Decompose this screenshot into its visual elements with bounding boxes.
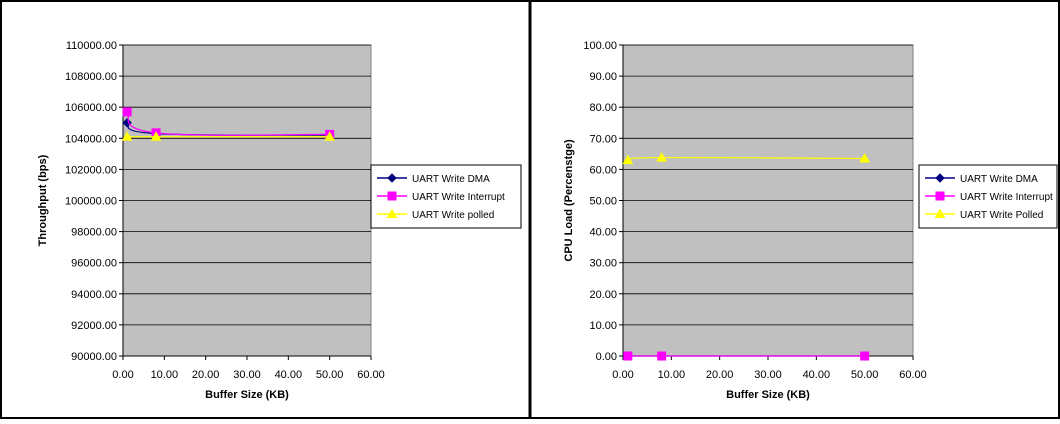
y-tick-label: 96000.00 xyxy=(71,258,117,270)
y-tick-label: 30.00 xyxy=(589,258,617,270)
y-tick-label: 98000.00 xyxy=(71,227,117,239)
y-tick-label: 70.00 xyxy=(589,133,617,145)
x-axis-title: Buffer Size (KB) xyxy=(726,389,810,401)
throughput-chart-panel: 90000.00 92000.00 94000.00 96000.00 98000.00… xyxy=(0,0,528,419)
data-point xyxy=(657,351,667,361)
x-tick-label: 0.00 xyxy=(612,369,633,381)
x-tick-label: 60.00 xyxy=(357,369,385,381)
y-tick-label: 106000.00 xyxy=(65,102,117,114)
y-axis-title: CPU Load (Percenstge) xyxy=(563,139,575,262)
cpu-load-chart: 0.00 10.00 20.00 30.00 40.00 50.00 60.00 70.00 8… xyxy=(563,40,1058,401)
cpu-load-chart-panel: 0.00 10.00 20.00 30.00 40.00 50.00 60.00 70.00 8… xyxy=(532,0,1060,419)
legend-label: UART Write DMA xyxy=(412,174,490,185)
data-point xyxy=(860,351,870,361)
x-tick-label: 50.00 xyxy=(851,369,879,381)
data-point xyxy=(623,351,633,361)
y-tick-label: 108000.00 xyxy=(65,71,117,83)
y-tick-label: 90000.00 xyxy=(71,351,117,363)
y-tick-label: 100.00 xyxy=(583,40,617,52)
legend-label: UART Write DMA xyxy=(960,174,1038,185)
x-tick-label: 10.00 xyxy=(658,369,686,381)
data-point xyxy=(122,107,132,117)
y-tick-label: 102000.00 xyxy=(65,164,117,176)
y-tick-label: 92000.00 xyxy=(71,320,117,332)
legend-label: UART Write Interrupt xyxy=(412,192,505,203)
legend-label: UART Write polled xyxy=(412,210,494,221)
x-tick-label: 30.00 xyxy=(233,369,261,381)
x-tick-label: 10.00 xyxy=(151,369,179,381)
x-tick-label: 0.00 xyxy=(112,369,133,381)
y-tick-label: 100000.00 xyxy=(65,196,117,208)
x-tick-label: 20.00 xyxy=(706,369,734,381)
y-tick-label: 104000.00 xyxy=(65,133,117,145)
y-tick-label: 110000.00 xyxy=(66,40,117,52)
y-tick-label: 40.00 xyxy=(589,227,617,239)
y-tick-label: 94000.00 xyxy=(71,289,117,301)
y-tick-label: 20.00 xyxy=(589,289,617,301)
y-tick-label: 0.00 xyxy=(596,351,617,363)
x-tick-label: 40.00 xyxy=(803,369,831,381)
legend-label: UART Write Interrupt xyxy=(960,192,1053,203)
legend-marker xyxy=(935,191,945,201)
x-axis-title: Buffer Size (KB) xyxy=(205,389,289,401)
throughput-chart: 90000.00 92000.00 94000.00 96000.00 98000.00… xyxy=(37,40,522,401)
legend-marker xyxy=(387,191,397,201)
y-tick-label: 60.00 xyxy=(589,164,617,176)
x-tick-label: 20.00 xyxy=(192,369,220,381)
x-tick-label: 60.00 xyxy=(899,369,927,381)
y-tick-label: 90.00 xyxy=(589,71,617,83)
y-tick-label: 10.00 xyxy=(589,320,617,332)
x-tick-label: 30.00 xyxy=(754,369,782,381)
y-tick-label: 80.00 xyxy=(589,102,617,114)
x-tick-label: 40.00 xyxy=(275,369,303,381)
x-tick-label: 50.00 xyxy=(316,369,344,381)
y-tick-label: 50.00 xyxy=(589,196,617,208)
y-axis-title: Throughput (bps) xyxy=(37,154,49,246)
legend-label: UART Write Polled xyxy=(960,210,1043,221)
